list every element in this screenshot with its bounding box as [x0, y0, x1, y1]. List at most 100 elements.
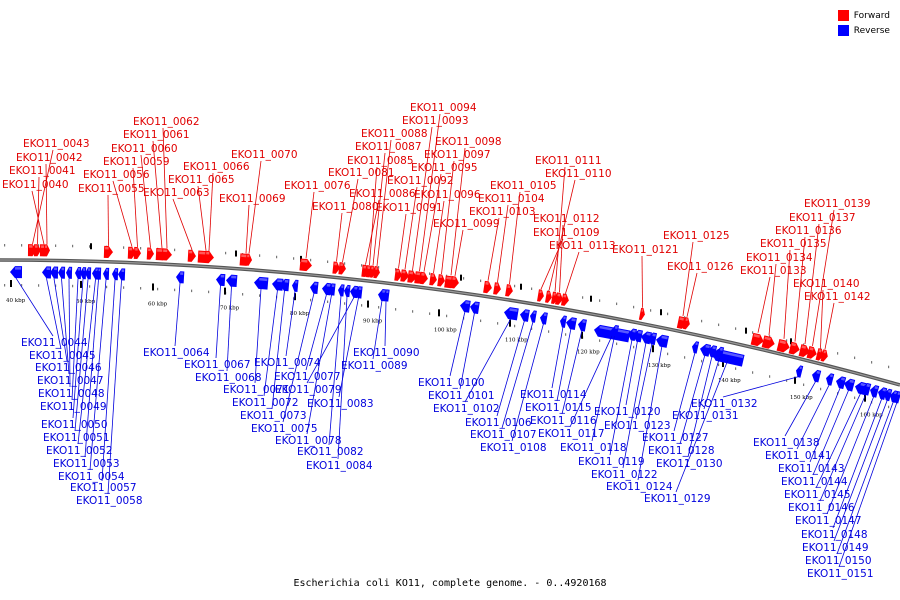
- gene-shape: [27, 244, 37, 257]
- reverse-leader: [215, 285, 221, 359]
- minor-tick-upper: [55, 244, 57, 247]
- reverse-leader: [609, 339, 633, 456]
- forward-gene-label: EKO11_0081: [328, 167, 395, 179]
- reverse-leader: [836, 401, 894, 555]
- reverse-gene-arrow: [648, 332, 658, 346]
- scale-label: 160 kbp: [860, 413, 883, 419]
- gene-gloss: [637, 330, 642, 334]
- major-tick: [864, 394, 866, 402]
- gene-shape: [338, 262, 346, 275]
- gene-gloss: [220, 274, 225, 278]
- major-tick: [152, 283, 154, 291]
- gene-shape: [33, 244, 41, 257]
- reverse-gene-label: EKO11_0119: [578, 456, 645, 468]
- gene-gloss: [382, 290, 386, 293]
- reverse-leader: [722, 376, 800, 398]
- major-tick: [10, 280, 12, 288]
- minor-tick-upper: [854, 356, 856, 360]
- reverse-gene-label: EKO11_0089: [341, 360, 408, 372]
- forward-leader: [824, 302, 835, 350]
- forward-gene-arrow: [27, 244, 37, 257]
- reverse-gene-arrow: [566, 317, 577, 330]
- forward-leader: [398, 213, 407, 269]
- forward-leader: [32, 149, 54, 245]
- gene-shape: [862, 382, 872, 396]
- forward-gene-label: EKO11_0069: [219, 193, 286, 205]
- reverse-gene-label: EKO11_0064: [143, 347, 210, 359]
- gene-shape: [826, 373, 835, 386]
- gene-shape: [520, 309, 530, 322]
- gene-gloss: [685, 318, 688, 322]
- forward-leader: [794, 236, 806, 342]
- gene-gloss: [157, 249, 164, 252]
- gene-gloss: [29, 245, 33, 248]
- gene-gloss: [396, 269, 400, 273]
- major-tick: [509, 319, 511, 327]
- gene-shape: [870, 385, 880, 398]
- gene-shape: [43, 244, 50, 257]
- forward-leader: [245, 204, 250, 254]
- forward-gene-label: EKO11_0140: [793, 278, 860, 290]
- gene-shape: [611, 325, 619, 338]
- reverse-gene-arrow: [10, 266, 23, 279]
- gene-shape: [187, 249, 196, 262]
- minor-tick-lower: [157, 287, 159, 291]
- reverse-gene-arrow: [176, 271, 185, 284]
- minor-tick-lower: [310, 298, 312, 302]
- minor-tick-upper: [735, 327, 737, 330]
- reverse-gene-arrow: [870, 385, 880, 398]
- forward-leader: [369, 166, 378, 266]
- reverse-gene-arrow: [641, 331, 652, 345]
- reverse-gene-label: EKO11_0132: [691, 398, 758, 410]
- forward-gene-label: EKO11_0062: [133, 116, 200, 128]
- forward-gene-label: EKO11_0094: [410, 102, 477, 114]
- gene-gloss: [717, 350, 744, 359]
- gene-shape: [648, 332, 658, 346]
- reverse-gene-label: EKO11_0106: [465, 417, 532, 429]
- backbone-highlight: [0, 259, 900, 386]
- forward-gene-label: EKO11_0087: [355, 141, 422, 153]
- forward-gene-arrow: [776, 339, 790, 353]
- reverse-gene-label: EKO11_0071: [223, 384, 290, 396]
- reverse-gene-arrow: [578, 319, 587, 332]
- forward-gene-arrow: [187, 249, 196, 262]
- minor-tick-upper: [480, 279, 482, 283]
- minor-tick-lower: [633, 345, 635, 349]
- gene-gloss: [452, 277, 456, 281]
- gene-gloss: [69, 267, 72, 271]
- minor-tick-lower: [293, 297, 295, 300]
- gene-shape: [394, 268, 402, 281]
- minor-tick-lower: [718, 363, 720, 367]
- forward-leader: [132, 167, 138, 247]
- gene-shape: [322, 282, 332, 296]
- gene-shape: [796, 365, 804, 378]
- gene-shape: [245, 253, 252, 266]
- reverse-gene-label: EKO11_0082: [297, 446, 364, 458]
- reverse-leader: [285, 291, 296, 357]
- reverse-gene-label: EKO11_0048: [38, 388, 105, 400]
- minor-tick-lower: [599, 339, 601, 342]
- minor-tick-upper: [888, 365, 890, 369]
- gene-gloss: [791, 342, 797, 347]
- gene-gloss: [371, 266, 374, 270]
- forward-gene-arrow: [560, 293, 569, 306]
- gene-shape: [272, 278, 284, 291]
- forward-gene-label: EKO11_0110: [545, 168, 612, 180]
- gene-gloss: [799, 366, 803, 370]
- gene-gloss: [121, 269, 125, 273]
- gene-gloss: [539, 290, 542, 294]
- gene-gloss: [779, 340, 786, 345]
- gene-shape: [554, 292, 563, 305]
- gene-gloss: [547, 291, 550, 295]
- gene-gloss: [646, 332, 651, 336]
- minor-tick-lower: [174, 288, 176, 292]
- gene-gloss: [719, 347, 723, 351]
- minor-tick-upper: [769, 335, 771, 338]
- minor-tick-lower: [480, 319, 482, 323]
- reverse-gene-label: EKO11_0077: [274, 371, 341, 383]
- minor-tick-lower: [191, 289, 193, 293]
- gene-gloss: [874, 386, 879, 390]
- forward-gene-label: EKO11_0133: [740, 265, 807, 277]
- gene-gloss: [115, 269, 118, 272]
- reverse-gene-arrow: [80, 267, 87, 280]
